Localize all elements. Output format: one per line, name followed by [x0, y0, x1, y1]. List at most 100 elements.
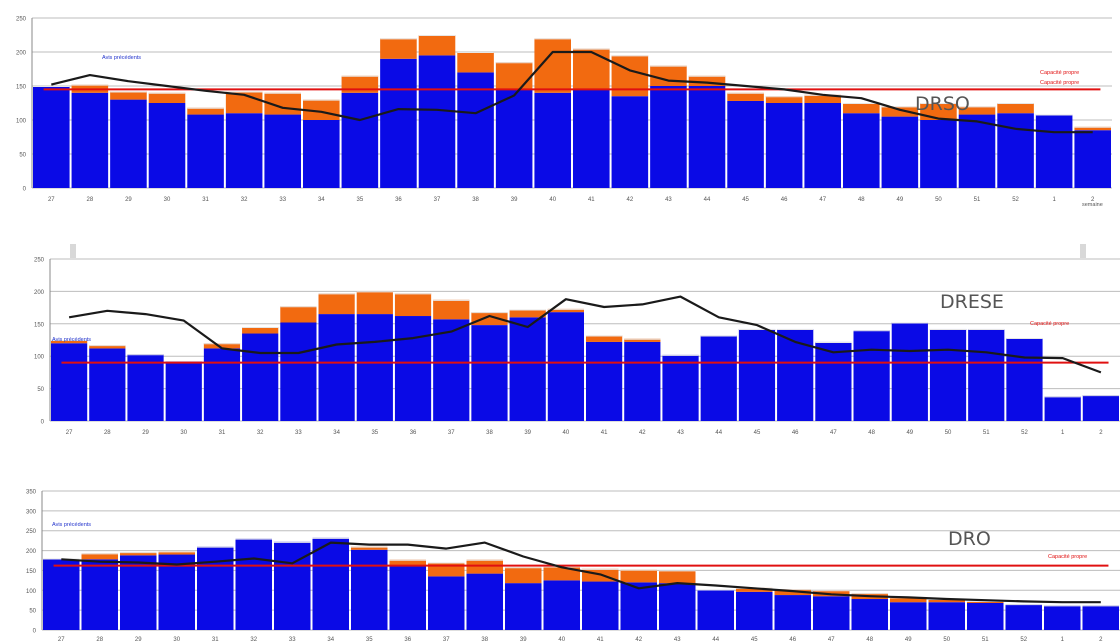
- bar-extra: [433, 299, 470, 320]
- x-tick-label: 28: [96, 637, 103, 642]
- bar-own: [433, 319, 470, 421]
- bar-own: [738, 328, 776, 421]
- x-tick-label: 44: [712, 637, 719, 642]
- x-tick-label: 32: [241, 197, 248, 203]
- x-tick-label: 35: [371, 430, 378, 436]
- bar-extra: [509, 309, 546, 318]
- bar-extra: [765, 96, 803, 103]
- bar-own: [43, 558, 80, 630]
- x-tick-label: 27: [66, 430, 73, 436]
- bar-own: [611, 96, 649, 188]
- bar-own: [804, 103, 841, 188]
- bar-own: [624, 341, 661, 421]
- x-tick-label: 35: [366, 637, 373, 642]
- bar-own: [968, 328, 1005, 421]
- x-tick-label: 50: [945, 430, 952, 436]
- x-tick-label: 49: [897, 197, 904, 203]
- bar-own: [920, 120, 957, 188]
- x-tick-label: 43: [674, 637, 681, 642]
- x-tick-label: 46: [789, 637, 796, 642]
- bar-extra: [727, 92, 764, 101]
- x-tick-label: 49: [906, 430, 913, 436]
- bar-own: [33, 86, 70, 188]
- x-tick-label: 51: [983, 430, 990, 436]
- bar-extra: [1074, 126, 1111, 131]
- x-tick-label: 42: [635, 637, 642, 642]
- x-tick-label: 39: [520, 637, 527, 642]
- bar-extra: [428, 562, 465, 577]
- x-tick-label: 44: [704, 197, 711, 203]
- bar-extra: [958, 106, 996, 115]
- bar-extra: [187, 107, 224, 115]
- x-tick-label: 31: [212, 637, 219, 642]
- chart-title: DRSO: [915, 93, 970, 115]
- bar-own: [890, 602, 927, 630]
- bar-extra: [394, 293, 432, 317]
- bar-extra: [881, 106, 919, 117]
- bar-own: [1044, 605, 1081, 630]
- x-tick-label: 42: [627, 197, 634, 203]
- bar-own: [341, 92, 379, 188]
- bar-own: [457, 72, 494, 188]
- bar-own: [1074, 130, 1111, 188]
- capacity-label: Capacité propre: [1048, 554, 1087, 560]
- x-tick-label: 49: [905, 637, 912, 642]
- bar-own: [582, 581, 619, 630]
- bar-extra: [890, 597, 927, 603]
- bar-own: [81, 559, 118, 630]
- bar-own: [380, 58, 417, 188]
- x-tick-label: 50: [935, 197, 942, 203]
- x-tick-label: 1: [1061, 430, 1065, 436]
- bar-own: [187, 114, 224, 188]
- capacity-label: Capacité propre: [1040, 80, 1079, 86]
- bar-own: [697, 589, 734, 630]
- bar-own: [958, 114, 996, 188]
- bar-extra: [586, 335, 623, 342]
- trend-line: [61, 541, 1101, 604]
- x-tick-label: 52: [1012, 197, 1019, 203]
- note-label: Avis précédents: [52, 337, 91, 343]
- bar-own: [967, 602, 1004, 630]
- x-tick-label: 30: [180, 430, 187, 436]
- x-tick-label: 33: [279, 197, 286, 203]
- bar-own: [197, 546, 234, 630]
- bar-extra: [158, 551, 195, 555]
- bar-own: [815, 341, 852, 421]
- y-tick-label: 250: [16, 17, 27, 23]
- x-tick-label: 33: [295, 430, 302, 436]
- x-tick-label: 44: [715, 430, 722, 436]
- bar-own: [495, 89, 533, 188]
- x-tick-label: 41: [597, 637, 604, 642]
- x-tick-label: 32: [250, 637, 257, 642]
- panel-separator-right: [1080, 244, 1086, 258]
- x-tick-label: 43: [665, 197, 672, 203]
- x-tick-label: 34: [318, 197, 325, 203]
- bar-own: [418, 55, 456, 189]
- bar-own: [318, 314, 355, 421]
- x-tick-label: 50: [943, 637, 950, 642]
- x-tick-label: 38: [472, 197, 479, 203]
- x-tick-label: 38: [481, 637, 488, 642]
- x-tick-label: 37: [434, 197, 441, 203]
- bar-own: [881, 116, 919, 188]
- x-tick-label: 41: [588, 197, 595, 203]
- bar-own: [509, 317, 546, 421]
- x-tick-label: 52: [1020, 637, 1027, 642]
- x-tick-label: 37: [448, 430, 455, 436]
- x-tick-label: 2: [1091, 197, 1095, 203]
- y-tick-label: 350: [26, 490, 37, 496]
- bar-own: [662, 354, 699, 421]
- y-tick-label: 200: [26, 549, 37, 555]
- x-tick-label: 27: [48, 197, 55, 203]
- bar-extra: [389, 559, 426, 566]
- x-tick-label: 31: [202, 197, 209, 203]
- bar-own: [303, 120, 340, 188]
- x-tick-label: 48: [858, 197, 865, 203]
- bar-extra: [843, 103, 880, 114]
- y-tick-label: 50: [19, 153, 26, 159]
- x-tick-label: 31: [219, 430, 226, 436]
- x-tick-label: 32: [257, 430, 264, 436]
